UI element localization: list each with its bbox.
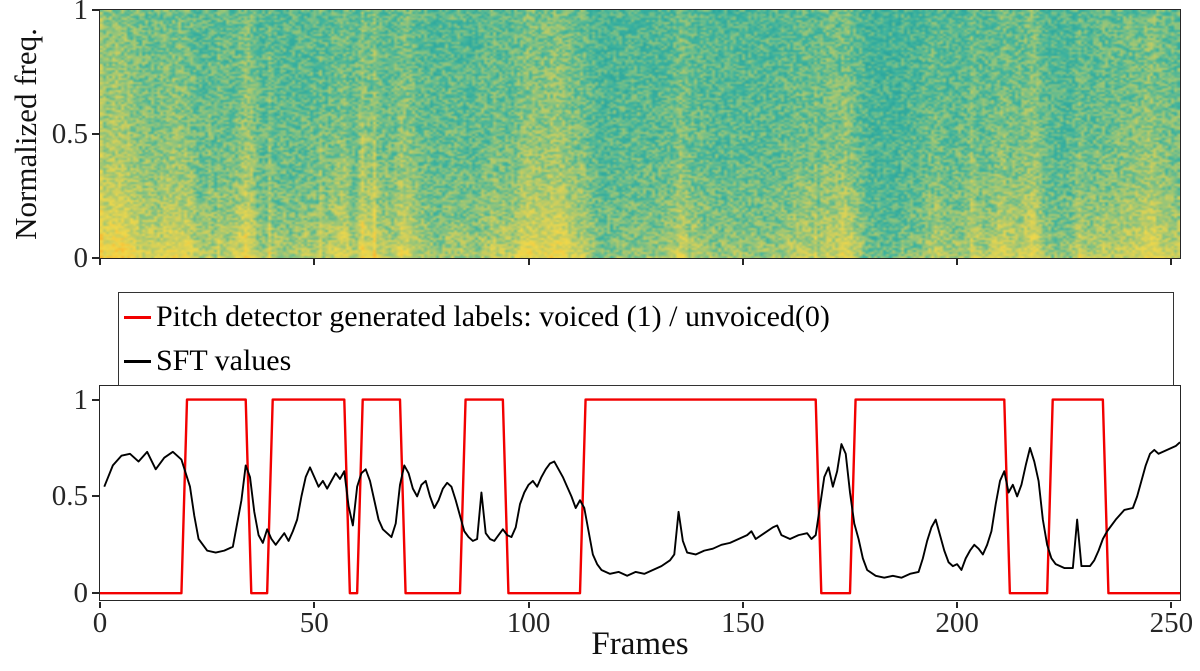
legend-item-pitch-labels: Pitch detector generated labels: voiced … [119, 295, 1173, 339]
legend-line-sample-black [124, 359, 151, 363]
line-chart-y-tick [92, 398, 99, 401]
spectrogram-x-tick [313, 259, 316, 265]
line-chart-x-tick [741, 602, 744, 608]
line-chart-x-tick [313, 602, 316, 608]
x-axis-label: Frames [591, 626, 689, 662]
line-chart-x-tick [99, 602, 101, 608]
line-chart-x-tick-label: 50 [299, 607, 329, 639]
legend-label-sft: SFT values [156, 344, 292, 377]
line-chart-x-tick-label: 200 [935, 607, 979, 639]
legend-item-sft-values: SFT values [119, 339, 1173, 383]
spectrogram-panel [99, 9, 1181, 259]
line-chart-x-tick-label: 250 [1149, 607, 1194, 639]
line-chart-x-tick [1170, 602, 1173, 608]
line-chart-plot [100, 386, 1180, 600]
spectrogram-x-tick [956, 259, 959, 265]
line-chart-x-tick [956, 602, 959, 608]
line-chart-x-tick-label: 0 [92, 607, 108, 639]
spectrogram-y-tick-label: 0 [73, 242, 89, 274]
spectrogram-x-tick [741, 259, 744, 265]
spectrogram-y-tick [92, 133, 99, 135]
legend-label-pitch: Pitch detector generated labels: voiced … [156, 300, 830, 333]
spectrogram-x-tick [1170, 259, 1173, 265]
line-chart-y-tick-label: 0.5 [51, 480, 88, 513]
spectrogram-x-tick [527, 259, 530, 265]
spectrogram-y-tick-label: 0.5 [51, 118, 88, 150]
spectrogram-y-tick [92, 9, 99, 11]
legend: Pitch detector generated labels: voiced … [118, 292, 1174, 386]
spectrogram-y-tick [92, 257, 99, 259]
line-chart-y-tick [92, 495, 99, 498]
spectrogram-x-tick [99, 259, 101, 265]
line-chart-panel [99, 385, 1181, 601]
line-chart-y-tick-label: 1 [73, 383, 89, 416]
line-chart-x-tick [527, 602, 530, 608]
spectrogram-y-tick-label: 1 [73, 0, 89, 26]
line-chart-x-tick-label: 150 [721, 607, 765, 639]
legend-line-sample-red [124, 315, 151, 319]
line-chart-y-tick-label: 0 [73, 577, 89, 610]
line-chart-y-tick [92, 592, 99, 595]
spectrogram-image [100, 10, 1180, 258]
line-chart-x-tick-label: 100 [506, 607, 551, 639]
